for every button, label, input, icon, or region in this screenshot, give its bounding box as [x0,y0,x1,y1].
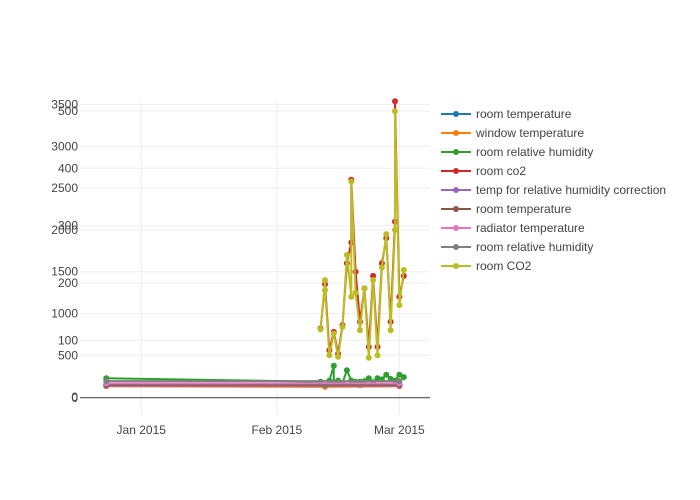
y-axis-left-ticks: 0 100 200 300 400 500 [58,104,78,405]
legend-item: room relative humidity [441,240,593,254]
data-point [348,293,355,300]
legend-swatch-marker [453,168,459,174]
plot-area [103,98,407,390]
data-point [396,378,403,385]
legend-label: room temperature [476,202,572,216]
y-axis-secondary-ticks: 0 500 1000 1500 2000 2500 3000 3500 [51,98,78,404]
legend-item: radiator temperature [441,221,585,235]
x-axis-ticks: Jan 2015 Feb 2015 Mar 2015 [117,423,425,437]
data-point [357,327,363,334]
data-point [370,272,377,279]
x-tick-label: Jan 2015 [117,423,167,437]
legend-label: room relative humidity [476,145,593,159]
data-point [396,371,403,378]
data-point [348,178,355,185]
legend-label: window temperature [475,126,584,140]
legend-label: room relative humidity [476,240,593,254]
data-point [326,352,333,359]
legend-item: room temperature [441,202,572,216]
data-point [361,285,368,292]
data-point [374,352,381,359]
y-tick-label: 200 [58,276,78,290]
grid [80,100,430,415]
data-point [392,98,398,105]
legend-item: room CO2 [441,259,532,273]
x-tick-label: Mar 2015 [374,423,425,437]
data-point [378,264,385,271]
legend-label: temp for relative humidity correction [476,183,666,197]
legend-item: window temperature [441,126,584,140]
data-point [400,267,407,273]
y2-tick-label: 500 [58,348,78,362]
y2-tick-label: 1500 [51,265,78,279]
legend-label: radiator temperature [476,221,585,235]
y-tick-label: 100 [58,333,78,347]
data-point [365,375,372,382]
data-point [335,353,342,360]
data-point [339,323,346,330]
data-point [392,226,398,233]
data-point [400,374,407,381]
y-tick-label: 300 [58,219,78,233]
legend-swatch-marker [453,130,459,136]
data-point [392,108,398,115]
data-point [396,302,403,309]
y-tick-label: 500 [58,104,78,118]
legend-swatch-marker [453,225,459,231]
data-point [383,371,390,378]
legend-swatch-marker [453,187,459,193]
y2-tick-label: 1000 [51,306,78,320]
data-point [317,326,324,333]
series [317,108,407,361]
y2-tick-label: 3000 [51,139,78,153]
data-point [330,330,337,337]
legend-item: room temperature [441,107,572,121]
y2-tick-label: 2500 [51,181,78,195]
y2-tick-label: 0 [71,390,78,404]
legend-swatch-marker [453,149,459,155]
y2-tick-label: 2000 [51,223,78,237]
legend-label: room co2 [476,164,526,178]
data-point [370,277,377,284]
data-point [322,287,328,294]
data-point [322,277,328,284]
y2-tick-label: 3500 [51,98,78,112]
legend-item: room relative humidity [441,145,593,159]
legend: room temperature window temperature room r… [441,107,666,273]
data-point [103,378,110,385]
data-point [343,252,350,258]
data-point [352,289,359,296]
legend-label: room CO2 [476,259,532,273]
legend-swatch-marker [453,263,459,269]
data-point [383,231,390,238]
legend-label: room temperature [476,107,572,121]
legend-swatch-marker [453,111,459,117]
legend-swatch-marker [453,206,459,212]
y-tick-label: 400 [58,161,78,175]
legend-item: temp for relative humidity correction [441,183,666,197]
series [103,378,403,385]
data-point [330,362,337,369]
legend-item: room co2 [441,164,526,178]
legend-swatch-marker [453,244,459,250]
data-point [343,367,350,374]
y-tick-label: 0 [71,391,78,405]
x-tick-label: Feb 2015 [252,423,303,437]
data-point [365,354,372,361]
data-point [387,327,394,334]
